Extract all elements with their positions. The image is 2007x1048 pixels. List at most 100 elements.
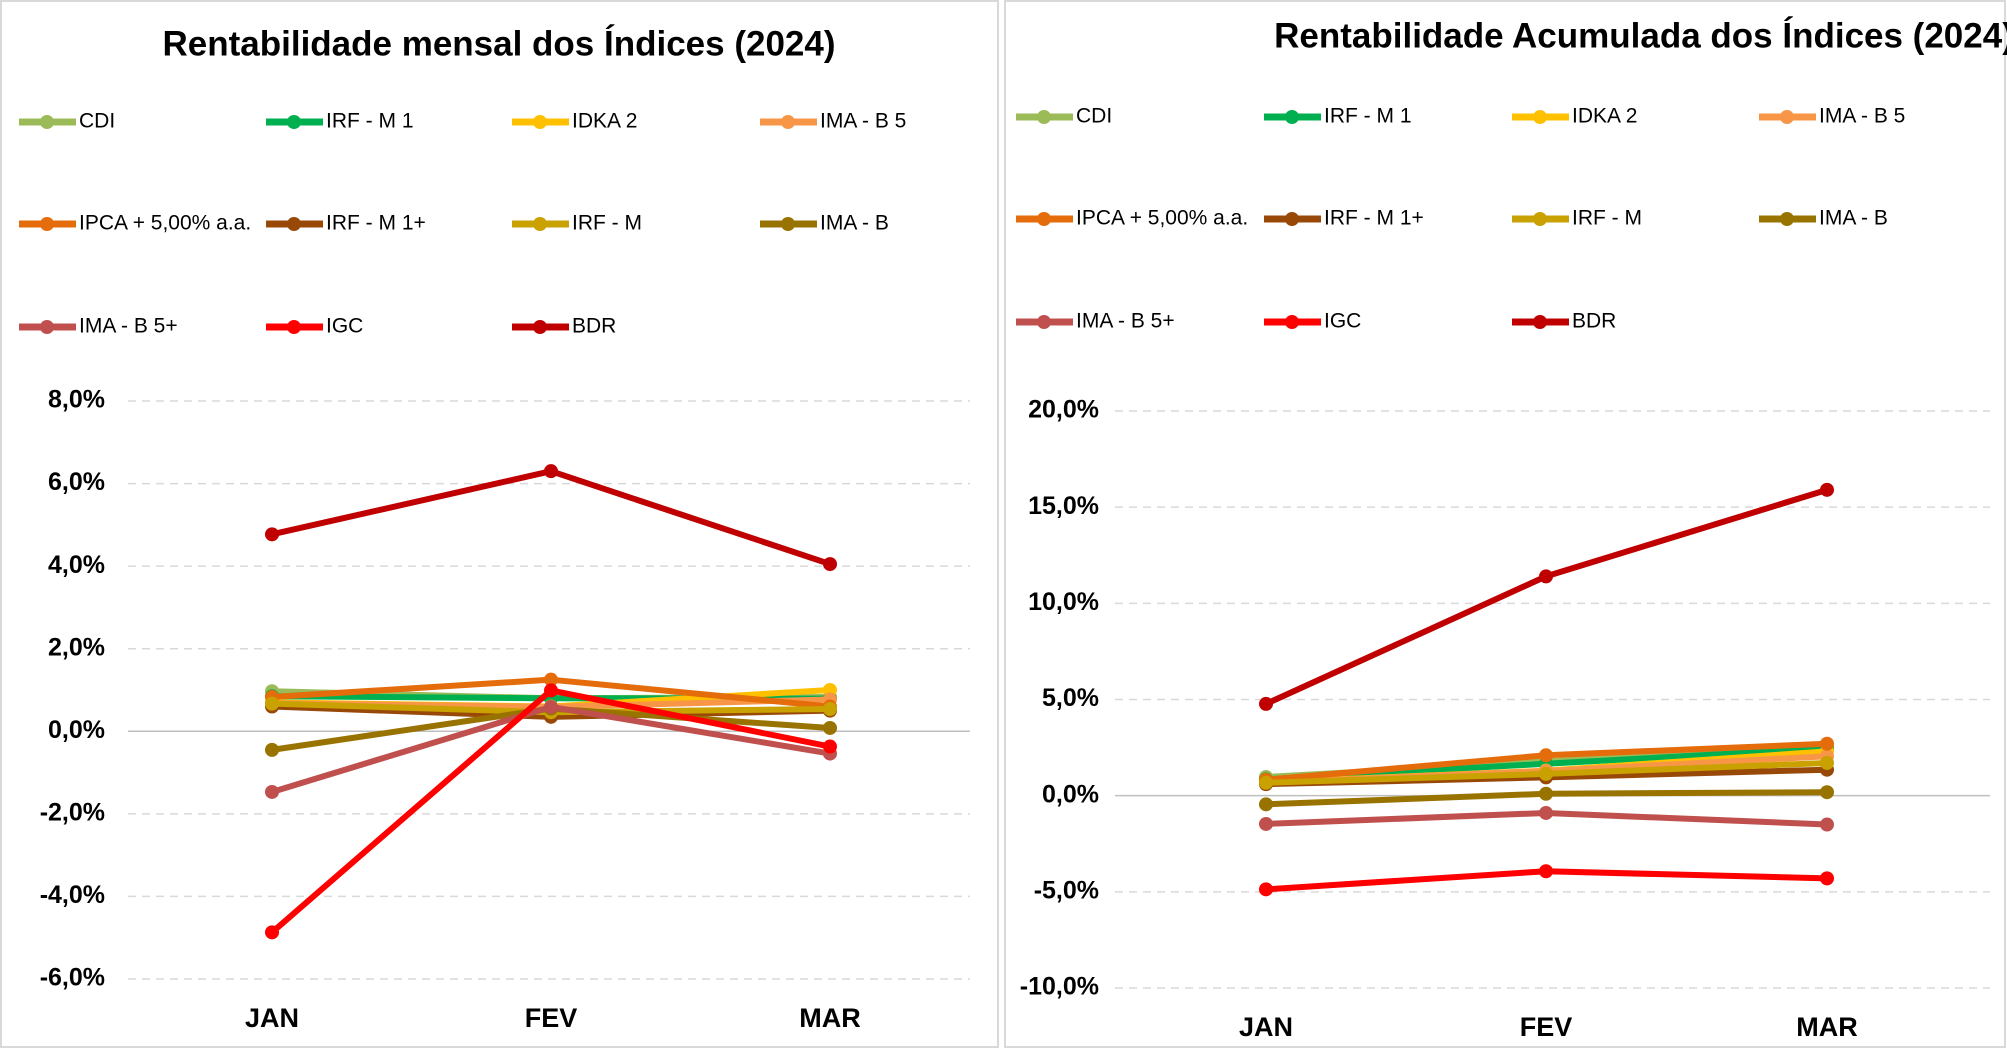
x-tick-label: JAN [245,1003,299,1033]
y-tick-label: -2,0% [40,798,105,826]
data-point [1539,766,1553,781]
legend-marker [1533,110,1547,124]
legend-marker [1037,315,1051,329]
legend-label: IGC [326,315,363,338]
y-tick-label: -4,0% [40,881,105,909]
x-tick-label: FEV [525,1003,578,1033]
legend-marker [1285,212,1299,226]
data-point [1539,569,1553,584]
y-tick-label: 15,0% [1028,492,1099,520]
series-line [271,468,831,567]
legend-marker [1780,212,1794,226]
y-tick-label: 6,0% [48,468,105,496]
x-tick-label: MAR [799,1003,861,1033]
legend-label: CDI [1076,105,1112,128]
legend-label: IMA - B 5 [1819,105,1905,128]
y-tick-label: 20,0% [1028,396,1099,424]
legend-label: IPCA + 5,00% a.a. [79,212,251,235]
data-point [1539,748,1553,763]
y-tick-label: -10,0% [1020,973,1099,1001]
y-tick-label: 2,0% [48,633,105,661]
y-tick-label: 4,0% [48,551,105,579]
data-point [1539,864,1553,879]
data-point [823,701,837,716]
x-tick-label: FEV [1520,1012,1573,1042]
data-point [823,720,837,735]
data-point [1259,797,1273,812]
x-tick-label: MAR [1796,1012,1858,1042]
y-tick-label: -6,0% [40,964,105,992]
data-point [1820,817,1834,832]
x-tick-label: JAN [1239,1012,1293,1042]
data-point [265,527,279,542]
legend-label: BDR [1572,310,1616,333]
y-tick-label: 10,0% [1028,588,1099,616]
data-point [1539,786,1553,801]
legend-label: IRF - M 1 [1324,105,1412,128]
legend-label: IDKA 2 [572,110,637,133]
y-tick-label: 0,0% [48,716,105,744]
legend-label: IRF - M [572,212,642,235]
legend-marker [1285,110,1299,124]
legend-marker [287,217,301,231]
data-point [544,672,558,687]
data-point [1820,871,1834,886]
y-tick-label: 5,0% [1042,684,1099,712]
data-point [265,742,279,757]
legend-marker [1780,110,1794,124]
y-tick-label: -5,0% [1034,876,1099,904]
legend-marker [40,115,54,129]
panel-border [0,0,999,1048]
data-point [823,739,837,754]
legend-marker [287,320,301,334]
legend-marker [40,320,54,334]
data-point [1820,755,1834,770]
legend-label: IMA - B [820,212,889,235]
data-point [1259,882,1273,897]
data-point [265,696,279,711]
data-point [265,784,279,799]
legend-label: IRF - M 1 [326,110,414,133]
legend-label: IDKA 2 [1572,105,1637,128]
data-point [1820,785,1834,800]
data-point [1539,805,1553,820]
legend-marker [533,217,547,231]
legend-marker [40,217,54,231]
data-point [823,557,837,572]
data-point [1259,696,1273,711]
data-point [544,683,558,698]
legend-marker [1533,212,1547,226]
legend-label: IRF - M [1572,207,1642,230]
data-point [1820,736,1834,751]
y-tick-label: 8,0% [48,386,105,414]
data-point [544,464,558,479]
legend-label: IPCA + 5,00% a.a. [1076,207,1248,230]
legend-label: IRF - M 1+ [326,212,426,235]
legend-label: CDI [79,110,115,133]
legend-label: IMA - B 5+ [79,315,178,338]
legend-label: IMA - B 5 [820,110,906,133]
series-line [1264,486,1828,707]
legend-marker [533,320,547,334]
legend-marker [1037,212,1051,226]
legend-label: IGC [1324,310,1361,333]
legend-marker [287,115,301,129]
legend-label: IMA - B 5+ [1076,310,1175,333]
data-point [265,925,279,940]
legend-marker [1037,110,1051,124]
data-point [1259,816,1273,831]
chart-title: Rentabilidade mensal dos Índices (2024) [163,23,836,63]
chart-title: Rentabilidade Acumulada dos Índices (202… [1274,15,2007,55]
data-point [1820,482,1834,497]
legend-marker [781,217,795,231]
data-point [1259,775,1273,790]
legend-marker [1285,315,1299,329]
legend-marker [1533,315,1547,329]
legend-label: BDR [572,315,616,338]
legend-marker [781,115,795,129]
data-point [544,699,558,714]
y-tick-label: 0,0% [1042,780,1099,808]
legend-label: IMA - B [1819,207,1888,230]
panel-border [1004,0,2006,1048]
